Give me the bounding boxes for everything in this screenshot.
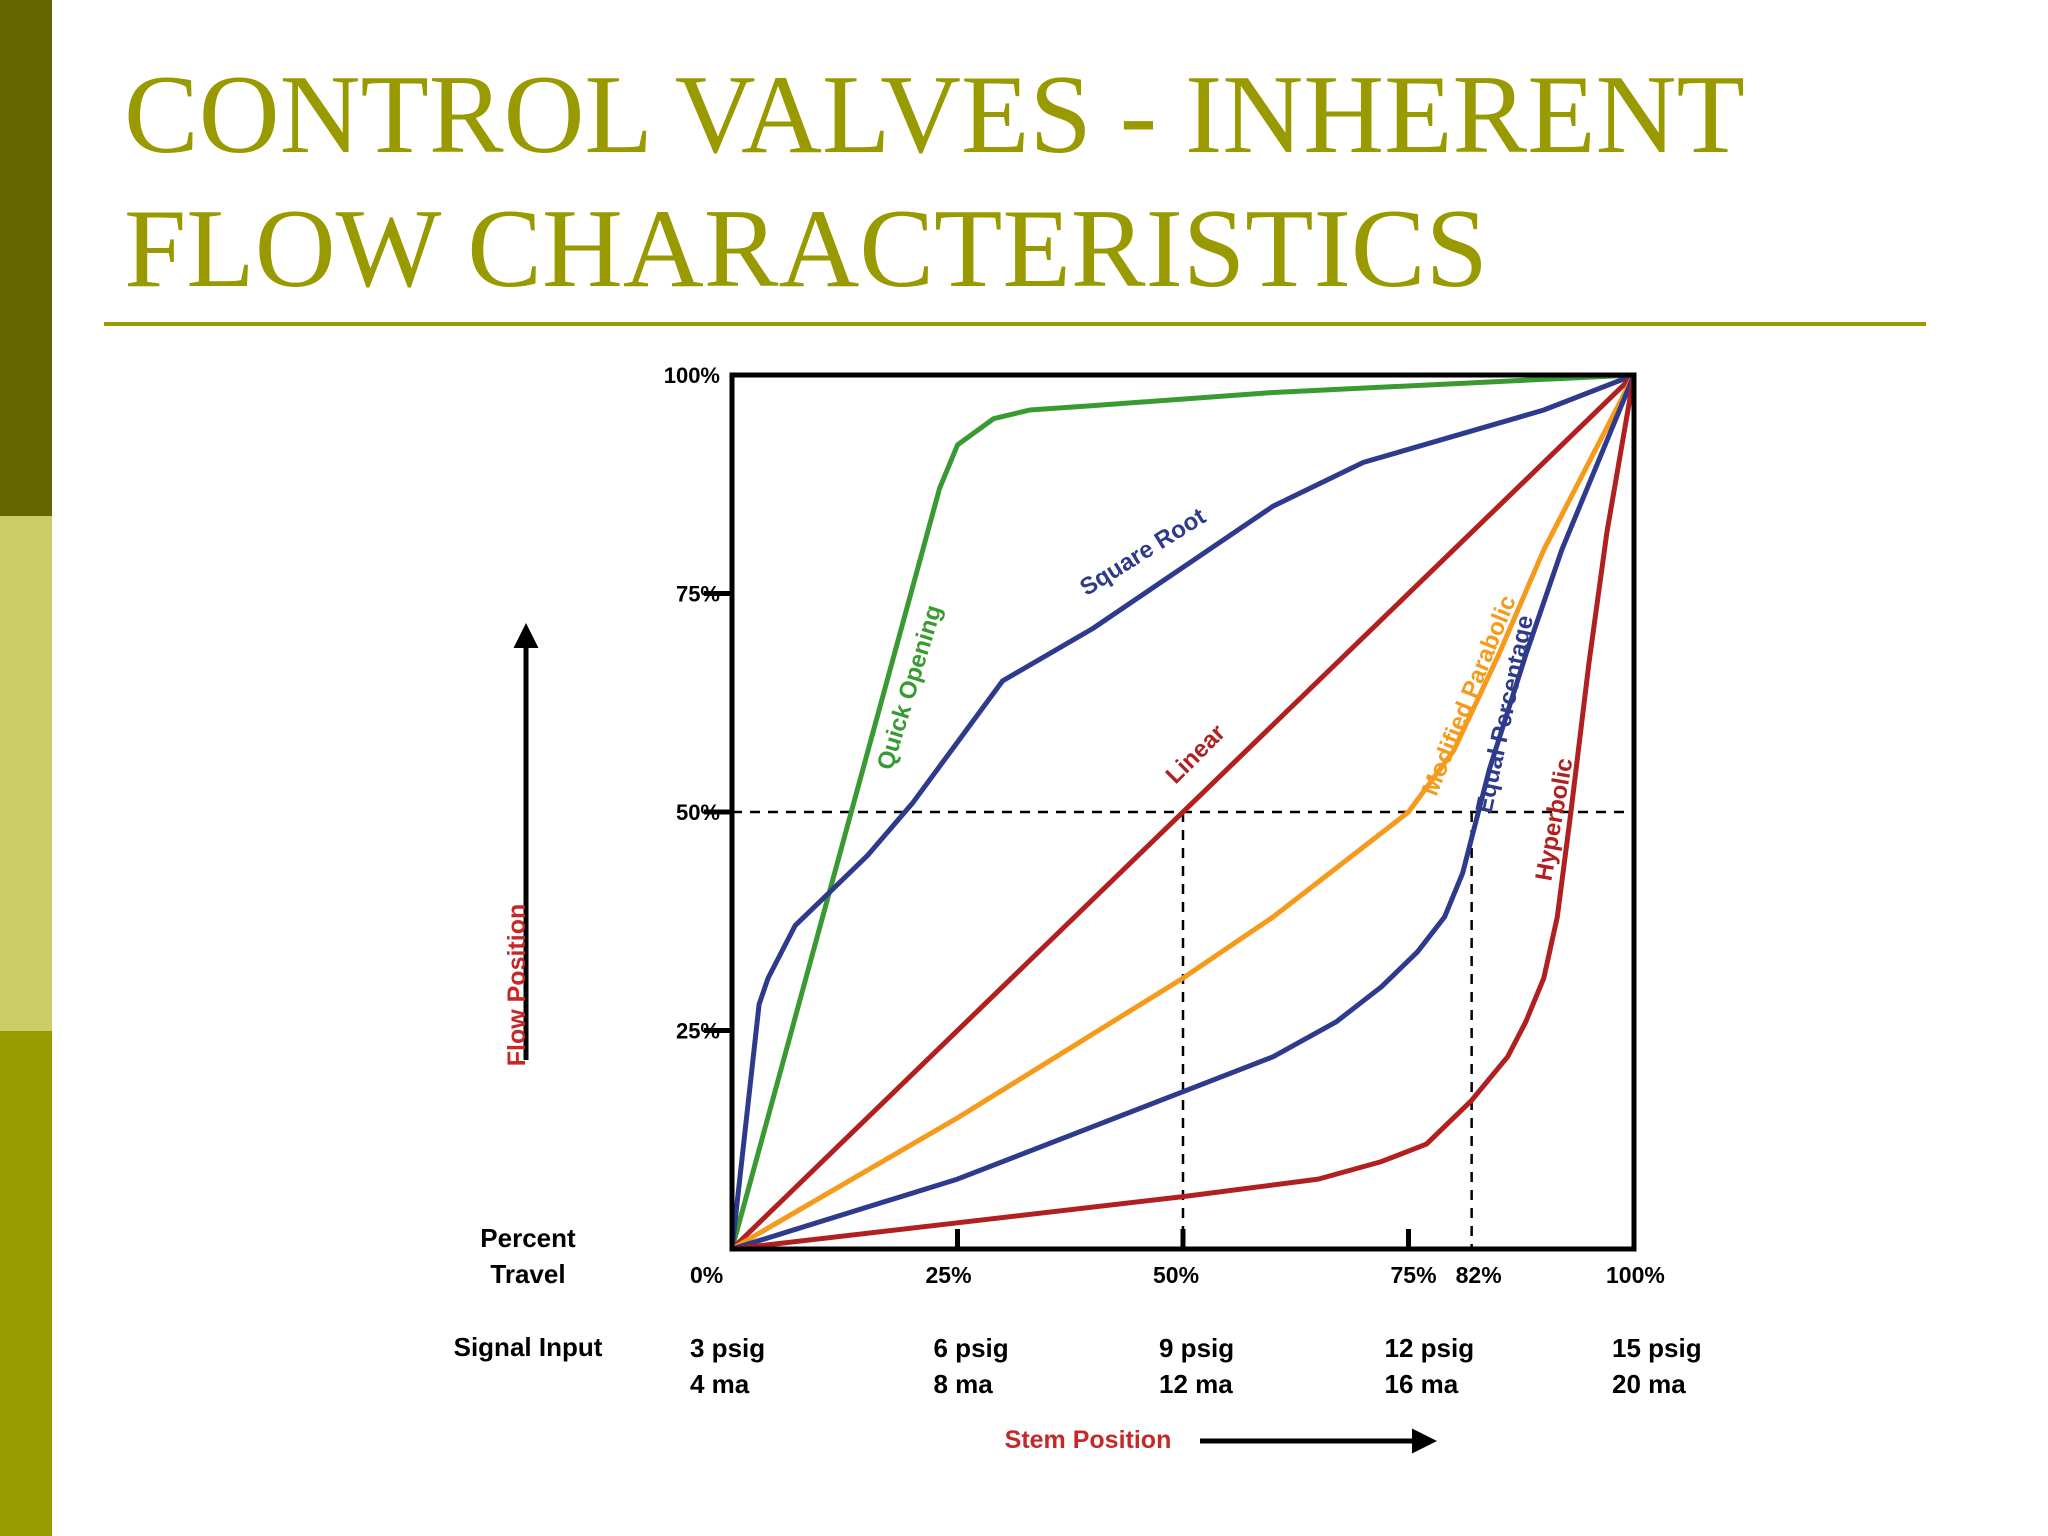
x-axis-label: Stem Position [1005, 1426, 1172, 1454]
series-line-modified-parabolic [729, 372, 1637, 1252]
x-tick-label: 82% [1456, 1262, 1502, 1288]
slide-title: CONTROL VALVES - INHERENT FLOW CHARACTER… [124, 48, 1924, 316]
signal-input-label: Signal Input [454, 1332, 603, 1362]
title-divider [104, 322, 1926, 326]
y-tick-label: 25% [676, 1019, 720, 1044]
percent-travel-label-line1: Percent [480, 1223, 576, 1253]
x-tick-label: 75% [1391, 1262, 1437, 1288]
y-axis-label: Flow Position [503, 904, 531, 1067]
percent-travel-label-line2: Travel [490, 1259, 565, 1289]
series-line-hyperbolic [729, 372, 1637, 1252]
signal-psig-label: 15 psig [1612, 1333, 1702, 1363]
series-line-square-root [729, 372, 1637, 1252]
side-bar-light [0, 516, 52, 1031]
signal-ma-label: 12 ma [1159, 1369, 1233, 1399]
signal-ma-label: 20 ma [1612, 1369, 1686, 1399]
x-tick-label: 100% [1606, 1262, 1665, 1288]
x-tick-label: 0% [690, 1262, 723, 1288]
signal-psig-label: 9 psig [1159, 1333, 1234, 1363]
y-tick-label: 100% [664, 363, 720, 388]
signal-ma-label: 16 ma [1385, 1369, 1459, 1399]
slide-title-line1: CONTROL VALVES - INHERENT [124, 53, 1745, 177]
series-line-equal-percentage [729, 372, 1637, 1252]
y-tick-label: 75% [676, 582, 720, 607]
x-tick-label: 25% [926, 1262, 972, 1288]
series-line-linear [729, 372, 1637, 1252]
side-bar-olive [0, 1031, 52, 1536]
y-tick-label: 50% [676, 800, 720, 825]
signal-psig-label: 3 psig [690, 1333, 765, 1363]
side-bar-dark [0, 0, 52, 516]
x-tick-label: 50% [1153, 1262, 1199, 1288]
series-line-quick-opening [729, 372, 1637, 1252]
slide-title-line2: FLOW CHARACTERISTICS [124, 187, 1488, 311]
signal-ma-label: 8 ma [934, 1369, 994, 1399]
signal-psig-label: 6 psig [934, 1333, 1009, 1363]
signal-ma-label: 4 ma [690, 1369, 750, 1399]
series-label-square-root: Square Root [1075, 503, 1210, 602]
signal-psig-label: 12 psig [1385, 1333, 1475, 1363]
